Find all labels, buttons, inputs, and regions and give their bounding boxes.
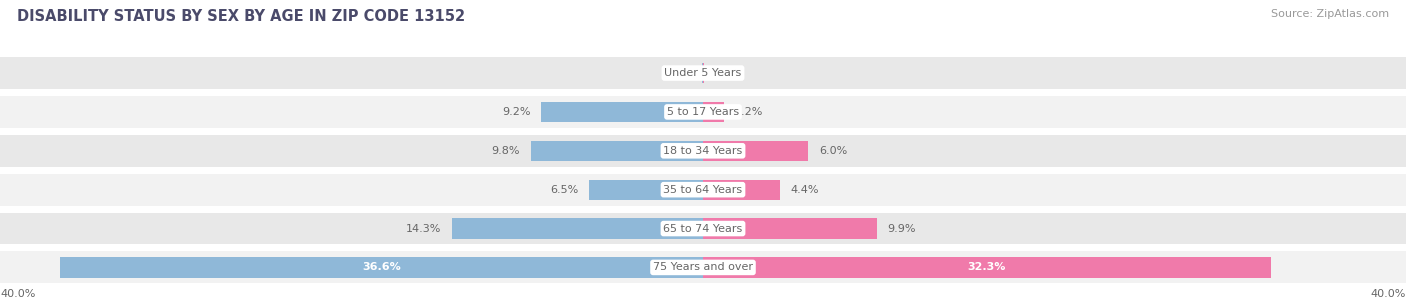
Bar: [703, 180, 780, 200]
Text: Source: ZipAtlas.com: Source: ZipAtlas.com: [1271, 9, 1389, 19]
Bar: [0, 174, 1406, 206]
Text: 4.4%: 4.4%: [790, 185, 820, 195]
Bar: [703, 219, 877, 239]
Text: 0.0%: 0.0%: [713, 68, 742, 78]
Bar: [0, 135, 1406, 167]
Text: 65 to 74 Years: 65 to 74 Years: [664, 223, 742, 233]
Text: 1.2%: 1.2%: [734, 107, 763, 117]
Text: 9.8%: 9.8%: [492, 146, 520, 156]
Text: 5 to 17 Years: 5 to 17 Years: [666, 107, 740, 117]
Bar: [0, 57, 1406, 89]
Text: 35 to 64 Years: 35 to 64 Years: [664, 185, 742, 195]
Text: 36.6%: 36.6%: [361, 262, 401, 272]
Text: 9.9%: 9.9%: [887, 223, 917, 233]
Bar: [541, 102, 703, 122]
Bar: [59, 257, 703, 278]
Text: 0.0%: 0.0%: [664, 68, 693, 78]
Text: 9.2%: 9.2%: [502, 107, 531, 117]
Bar: [0, 212, 1406, 244]
Text: 32.3%: 32.3%: [967, 262, 1007, 272]
Text: 75 Years and over: 75 Years and over: [652, 262, 754, 272]
Text: 14.3%: 14.3%: [406, 223, 441, 233]
Bar: [0, 251, 1406, 283]
Text: 6.0%: 6.0%: [818, 146, 848, 156]
Bar: [703, 102, 724, 122]
Bar: [451, 219, 703, 239]
Text: 40.0%: 40.0%: [0, 289, 35, 299]
Text: 6.5%: 6.5%: [550, 185, 578, 195]
Text: Under 5 Years: Under 5 Years: [665, 68, 741, 78]
Bar: [703, 141, 808, 161]
Bar: [589, 180, 703, 200]
Bar: [531, 141, 703, 161]
Text: 18 to 34 Years: 18 to 34 Years: [664, 146, 742, 156]
Bar: [0, 96, 1406, 128]
Text: 40.0%: 40.0%: [1371, 289, 1406, 299]
Text: DISABILITY STATUS BY SEX BY AGE IN ZIP CODE 13152: DISABILITY STATUS BY SEX BY AGE IN ZIP C…: [17, 9, 465, 24]
Bar: [703, 257, 1271, 278]
